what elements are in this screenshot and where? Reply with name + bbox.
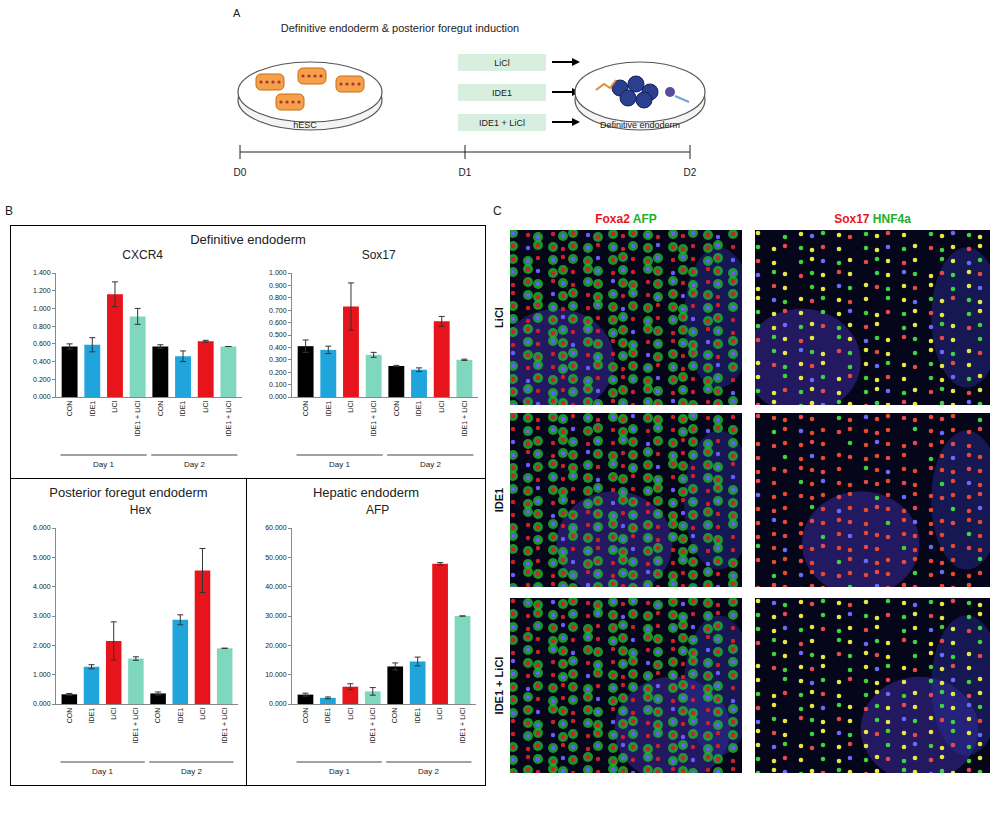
svg-text:hESC: hESC [293,120,317,130]
svg-text:IDE1 + LiCl: IDE1 + LiCl [132,707,139,743]
svg-text:IDE1 + LiCl: IDE1 + LiCl [225,400,232,436]
svg-text:AFP: AFP [366,503,389,517]
svg-text:LiCl: LiCl [438,400,445,413]
html-text:Foxa2 AFP: Foxa2 AFP [595,212,657,226]
svg-text:0.900: 0.900 [269,282,287,289]
svg-text:1.400: 1.400 [33,269,51,276]
svg-text:LiCl: LiCl [493,307,505,328]
svg-text:5.000: 5.000 [33,554,51,561]
svg-text:0.000: 0.000 [33,700,51,707]
svg-text:0.800: 0.800 [33,323,51,330]
svg-text:1.200: 1.200 [33,287,51,294]
svg-text:LiCl: LiCl [202,400,209,413]
svg-text:IDE1: IDE1 [492,88,512,98]
svg-text:CON: CON [393,401,400,417]
svg-text:D2: D2 [684,167,697,178]
svg-text:Day 1: Day 1 [92,767,113,776]
svg-text:0.000: 0.000 [33,393,51,400]
html-text:Hepatic endoderm: Hepatic endoderm [312,485,420,500]
svg-text:0.400: 0.400 [33,358,51,365]
svg-text:IDE1: IDE1 [325,401,332,417]
svg-text:10.000: 10.000 [265,671,287,678]
svg-text:Day 1: Day 1 [329,460,350,469]
svg-text:CON: CON [302,708,309,724]
svg-text:Day 1: Day 1 [93,460,114,469]
svg-text:0.400: 0.400 [269,344,287,351]
svg-text:LiCl: LiCl [111,400,118,413]
svg-text:LiCl: LiCl [494,58,510,68]
svg-text:LiCl: LiCl [110,707,117,720]
svg-text:IDE1 + LiCl: IDE1 + LiCl [493,657,505,715]
svg-text:IDE1: IDE1 [89,401,96,417]
svg-text:1.000: 1.000 [33,671,51,678]
svg-text:CXCR4: CXCR4 [122,248,163,262]
html-text:B: B [5,204,13,218]
svg-text:Sox17: Sox17 [362,248,396,262]
svg-text:60.000: 60.000 [265,524,287,531]
svg-text:CON: CON [157,401,164,417]
svg-text:Definitive endoderm & posterio: Definitive endoderm & posterior foregut … [281,22,519,34]
html-text:C: C [493,204,502,218]
svg-text:6.000: 6.000 [33,524,51,531]
svg-text:CON: CON [391,708,398,724]
svg-text:0.000: 0.000 [269,393,287,400]
svg-text:30.000: 30.000 [265,612,287,619]
svg-text:0.600: 0.600 [33,340,51,347]
svg-text:0.200: 0.200 [269,369,287,376]
svg-text:1.000: 1.000 [269,269,287,276]
svg-text:IDE1: IDE1 [177,708,184,724]
svg-text:Day 1: Day 1 [329,767,350,776]
svg-text:4.000: 4.000 [33,583,51,590]
svg-text:0.000: 0.000 [269,700,287,707]
svg-text:CON: CON [154,708,161,724]
svg-text:Hex: Hex [130,503,151,517]
svg-text:IDE1 + LiCl: IDE1 + LiCl [459,707,466,743]
svg-text:Day 2: Day 2 [181,767,202,776]
svg-text:CON: CON [66,401,73,417]
svg-text:IDE1 + LiCl: IDE1 + LiCl [134,400,141,436]
svg-text:50.000: 50.000 [265,554,287,561]
html-text:Sox17 HNF4a: Sox17 HNF4a [834,212,911,226]
html-text:Posterior foregut endoderm: Posterior foregut endoderm [49,485,208,500]
svg-text:0.500: 0.500 [269,331,287,338]
svg-text:IDE1 + LiCl: IDE1 + LiCl [370,400,377,436]
svg-text:IDE1: IDE1 [179,401,186,417]
svg-text:0.700: 0.700 [269,307,287,314]
svg-text:2.000: 2.000 [33,642,51,649]
svg-text:0.800: 0.800 [269,294,287,301]
svg-text:3.000: 3.000 [33,612,51,619]
svg-text:Day 2: Day 2 [418,767,439,776]
svg-text:D0: D0 [234,167,247,178]
svg-text:D1: D1 [459,167,472,178]
svg-text:LiCl: LiCl [347,707,354,720]
svg-text:Day 2: Day 2 [184,460,205,469]
svg-text:LiCl: LiCl [347,400,354,413]
svg-text:0.200: 0.200 [33,376,51,383]
svg-text:CON: CON [66,708,73,724]
svg-text:IDE1 + LiCl: IDE1 + LiCl [479,118,525,128]
svg-text:IDE1: IDE1 [324,708,331,724]
svg-text:LiCl: LiCl [436,707,443,720]
svg-text:Definitive endoderm: Definitive endoderm [600,120,680,130]
svg-text:1.000: 1.000 [33,305,51,312]
svg-text:0.300: 0.300 [269,356,287,363]
svg-text:0.600: 0.600 [269,319,287,326]
svg-text:IDE1: IDE1 [415,401,422,417]
svg-text:0.100: 0.100 [269,381,287,388]
svg-text:Day 2: Day 2 [420,460,441,469]
svg-text:CON: CON [302,401,309,417]
svg-text:IDE1 + LiCl: IDE1 + LiCl [221,707,228,743]
svg-text:IDE1 + LiCl: IDE1 + LiCl [461,400,468,436]
svg-text:20.000: 20.000 [265,642,287,649]
svg-text:LiCl: LiCl [199,707,206,720]
svg-text:IDE1: IDE1 [493,488,505,512]
html-text:Definitive endoderm: Definitive endoderm [190,232,306,247]
svg-text:IDE1: IDE1 [414,708,421,724]
svg-text:IDE1: IDE1 [88,708,95,724]
svg-text:40.000: 40.000 [265,583,287,590]
svg-text:A: A [233,7,241,19]
svg-text:IDE1 + LiCl: IDE1 + LiCl [369,707,376,743]
